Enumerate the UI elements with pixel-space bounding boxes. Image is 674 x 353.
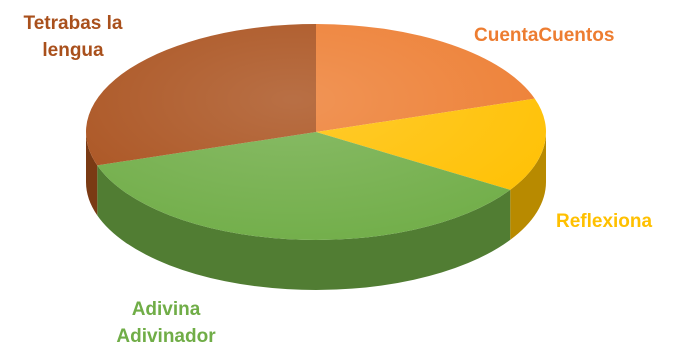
slice-side-reflexiona bbox=[510, 132, 546, 240]
slice-side-adivina-adivinador bbox=[97, 165, 511, 291]
label-adivina-adivinador-line-2: Adivinador bbox=[116, 326, 216, 347]
label-reflexiona-line-1: Reflexiona bbox=[556, 211, 653, 232]
pie-top-layer bbox=[85, 24, 546, 240]
label-tetrabas-la-lengua-line-1: Tetrabas la bbox=[23, 13, 123, 34]
pie-side-layer bbox=[86, 132, 546, 291]
label-tetrabas-la-lengua: Tetrabas la lengua bbox=[8, 10, 138, 64]
label-adivina-adivinador-line-1: Adivina bbox=[131, 299, 201, 320]
label-adivina-adivinador: Adivina Adivinador bbox=[96, 296, 236, 350]
label-cuentacuentos-line-1: CuentaCuentos bbox=[474, 25, 615, 46]
label-tetrabas-la-lengua-line-2: lengua bbox=[42, 40, 104, 61]
pie-top-shine bbox=[86, 24, 546, 240]
label-cuentacuentos: CuentaCuentos bbox=[474, 22, 614, 49]
label-reflexiona: Reflexiona bbox=[556, 208, 652, 235]
slice-side-tetrabas-la-lengua bbox=[86, 132, 98, 216]
